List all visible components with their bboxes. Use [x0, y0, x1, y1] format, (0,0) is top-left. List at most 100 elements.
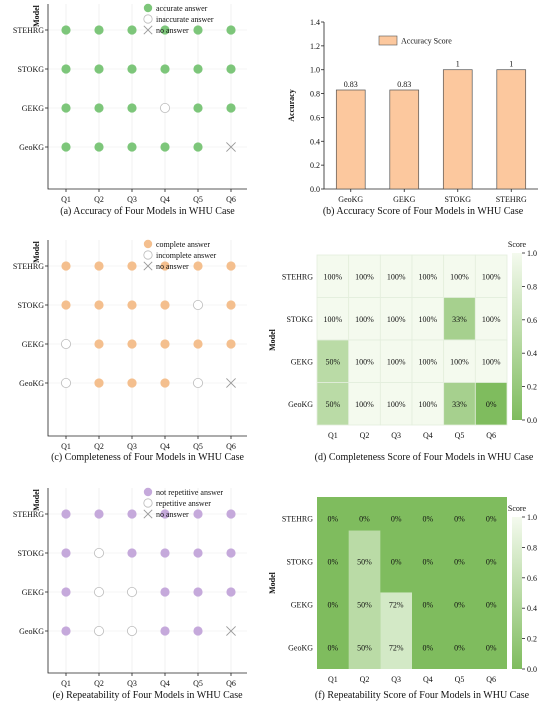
heatmap-cell-label: 100%	[355, 400, 374, 409]
x-tick-label: Q5	[455, 431, 465, 440]
heatmap-cell	[348, 254, 381, 298]
heatmap-cell-label: 50%	[357, 601, 372, 610]
axis-lines	[47, 240, 247, 437]
bar-value-label: 0.83	[344, 80, 358, 89]
y-tick-label: STEHRG	[13, 26, 44, 35]
legend-label: incomplete answer	[156, 251, 217, 260]
heatmap-cell-label: 0%	[454, 601, 465, 610]
answer-mark-filled	[127, 261, 137, 271]
colorbar-tick-label: 0.4	[527, 604, 537, 613]
heatmap-cell-label: 100%	[482, 272, 501, 281]
heatmap-cell-label: 0%	[359, 515, 370, 524]
heatmap-cell-label: 0%	[454, 515, 465, 524]
answer-mark-filled	[61, 25, 71, 35]
panel-caption: (c) Completeness of Four Models in WHU C…	[51, 452, 244, 463]
y-tick-label: STOKG	[17, 65, 44, 74]
answer-mark-filled	[61, 509, 71, 519]
answer-mark-open	[61, 338, 72, 349]
heatmap-cell-label: 50%	[325, 400, 340, 409]
answer-mark-filled	[193, 142, 203, 152]
y-tick-label: STEHRG	[282, 272, 313, 281]
y-tick-label: GEKG	[22, 340, 44, 349]
panel-c: Q1 Q2 Q3 Q4 Q5 Q6 STEHRG STOKG GEKG GeoKG Model com…	[13, 239, 247, 463]
y-tick-label: STEHRG	[13, 510, 44, 519]
x-tick-label: Q4	[160, 442, 170, 451]
heatmap-cell-label: 33%	[452, 315, 467, 324]
heatmap-cell-label: 100%	[323, 272, 342, 281]
answer-mark-filled	[226, 300, 236, 310]
panel-b: 0.0 0.2 0.4 0.6 0.8 1.0 1.2 1.4 0.83 GeoKG 0.83 GEK…	[287, 18, 538, 217]
x-tick-label: GEKG	[393, 195, 415, 204]
x-tick-label: Q4	[423, 431, 433, 440]
answer-mark-none	[143, 261, 153, 271]
heatmap-cell-label: 0%	[486, 515, 497, 524]
answer-mark-filled	[61, 300, 71, 310]
x-tick-label: Q2	[94, 195, 104, 204]
colorbar	[512, 517, 522, 669]
answer-mark-filled	[94, 142, 104, 152]
y-tick-label: GeoKG	[19, 627, 44, 636]
heatmap-cell-label: 100%	[418, 400, 437, 409]
bar	[335, 89, 366, 190]
answer-mark-filled	[226, 103, 236, 113]
panel-caption: (e) Repeatability of Four Models in WHU …	[52, 690, 243, 701]
answer-mark-open	[143, 498, 153, 508]
heatmap-cell	[474, 339, 508, 383]
x-tick-label: Q4	[160, 195, 170, 204]
answer-mark-open	[159, 103, 170, 114]
heatmap-cell-label: 100%	[355, 357, 374, 366]
heatmap-cell	[379, 382, 413, 426]
y-tick-label: GeoKG	[19, 379, 44, 388]
heatmap-cell	[474, 382, 508, 426]
colorbar-tick-label: 1.0	[527, 513, 537, 522]
x-tick-label: Q2	[360, 431, 370, 440]
answer-mark-filled	[160, 300, 170, 310]
answer-mark-filled	[61, 142, 71, 152]
heatmap-cell-label: 0%	[422, 644, 433, 653]
heatmap-cell	[316, 254, 350, 298]
panel-a: Q1 Q2 Q3 Q4 Q5 Q6 STEHRG STOKG GEKG GeoKG Model acc…	[13, 3, 247, 217]
legend-label: complete answer	[156, 240, 210, 249]
x-tick-label: Q5	[193, 442, 203, 451]
answer-mark-filled	[160, 64, 170, 74]
bar-value-label: 1	[456, 60, 460, 69]
heatmap-cell-label: 0%	[327, 644, 338, 653]
answer-mark-filled	[160, 142, 170, 152]
answer-mark-open	[61, 377, 72, 388]
heatmap-cell-label: 100%	[387, 315, 406, 324]
heatmap-cell	[443, 254, 476, 298]
y-tick-label: STEHRG	[282, 515, 313, 524]
heatmap-cell-label: 100%	[355, 315, 374, 324]
heatmap-cell-label: 0%	[486, 558, 497, 567]
x-tick-label: Q6	[226, 679, 236, 688]
answer-mark-filled	[226, 587, 236, 597]
answer-mark-filled	[127, 339, 137, 349]
x-tick-label: Q6	[226, 195, 236, 204]
x-tick-label: Q1	[61, 679, 71, 688]
y-axis-title: Model	[268, 571, 277, 594]
colorbar-tick-label: 0.2	[527, 635, 537, 644]
answer-mark-filled	[61, 626, 71, 636]
y-tick-label: 0.8	[310, 90, 320, 99]
y-axis-title: Model	[32, 4, 41, 27]
heatmap-cell-label: 0%	[327, 515, 338, 524]
colorbar-tick-label: 0.8	[527, 282, 537, 291]
answer-mark-filled	[193, 64, 203, 74]
answer-mark-filled	[143, 487, 153, 497]
heatmap-cell	[348, 339, 381, 383]
colorbar-tick-label: 0.8	[527, 543, 537, 552]
y-axis-title: Model	[32, 240, 41, 263]
heatmap-cell-label: 100%	[355, 272, 374, 281]
answer-mark-filled	[127, 64, 137, 74]
panel-f: 0% 0% 0% 0% 0% 0% 0% 50% 0% 0% 0% 0% 0% 50% 72% 0% 0% 0% 0…	[268, 497, 537, 701]
x-tick-label: Q3	[391, 675, 401, 684]
answer-mark-filled	[94, 300, 104, 310]
axis-lines	[47, 488, 247, 674]
x-tick-label: Q3	[127, 679, 137, 688]
heatmap-cell-label: 100%	[387, 357, 406, 366]
answer-mark-filled	[94, 378, 104, 388]
answer-mark-filled	[94, 103, 104, 113]
answer-mark-filled	[193, 339, 203, 349]
heatmap-cell	[411, 382, 445, 426]
answer-mark-filled	[127, 548, 137, 558]
